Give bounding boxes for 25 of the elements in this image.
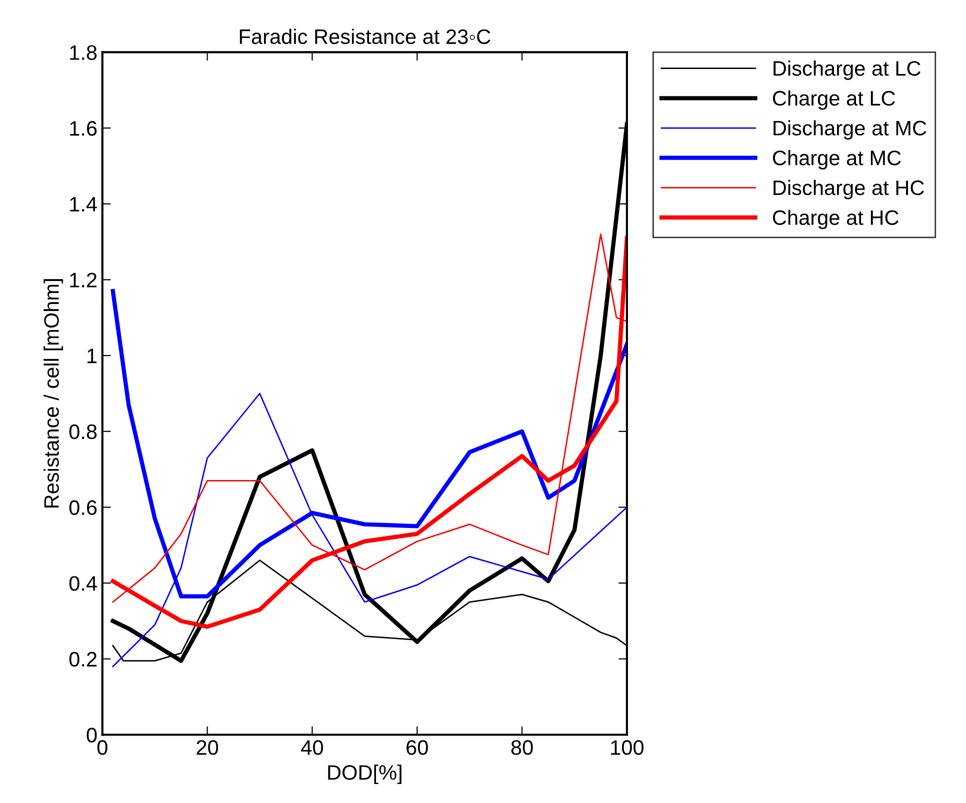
y-tick-label: 1 <box>88 348 97 364</box>
x-tick-label: 0 <box>97 740 108 755</box>
x-tick-label: 40 <box>301 740 323 755</box>
y-tick-label: 1.8 <box>70 45 97 60</box>
legend-label: Charge at HC <box>772 210 898 230</box>
y-tick-label: 0 <box>86 728 97 742</box>
y-tick-label: 0.8 <box>69 424 97 440</box>
y-tick-label: 1.6 <box>70 121 97 136</box>
x-tick-label: 20 <box>196 740 218 755</box>
x-axis-title: DOD[%] <box>328 764 402 784</box>
y-tick-label: 0.6 <box>69 500 97 515</box>
x-tick-label: 100 <box>611 740 644 755</box>
y-axis-title: Resistance / cell [mOhm] <box>44 279 64 508</box>
x-tick-label: 60 <box>406 740 428 755</box>
legend-label: Discharge at MC <box>774 120 926 140</box>
y-tick-label: 0.4 <box>69 576 97 591</box>
y-tick-label: 1.2 <box>70 272 96 288</box>
legend-label: Discharge at LC <box>774 60 920 80</box>
y-tick-label: 1.4 <box>70 197 97 212</box>
y-tick-label: 0.2 <box>69 652 96 667</box>
legend-label: Charge at MC <box>772 150 901 170</box>
chart-title: Faradic Resistance at 23◦C <box>240 28 490 44</box>
legend-label: Discharge at HC <box>774 180 924 200</box>
x-tick-label: 80 <box>511 740 533 755</box>
legend-label: Charge at LC <box>772 90 896 110</box>
